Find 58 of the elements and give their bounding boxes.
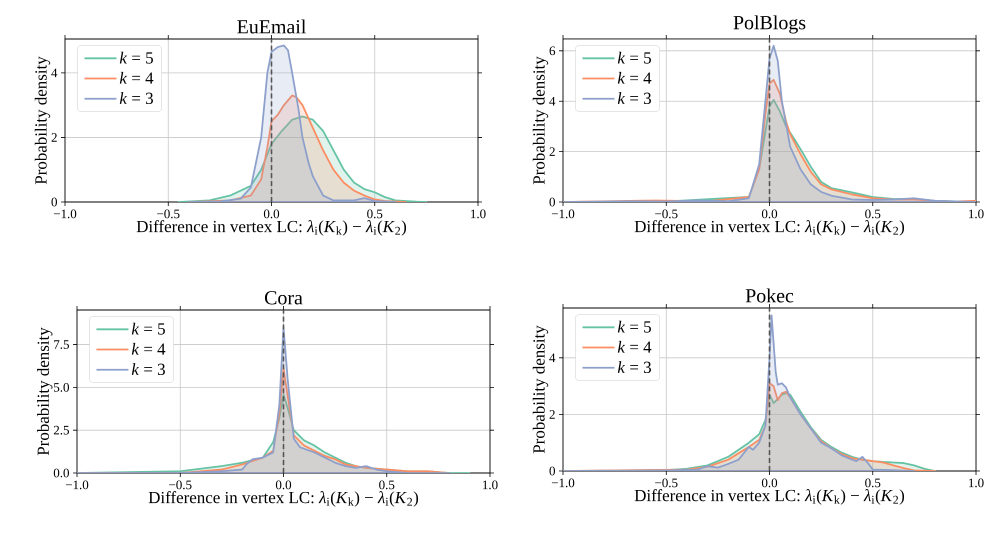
y-tick-label: 4: [549, 96, 556, 106]
y-tick-label: 5.0: [54, 382, 69, 392]
legend-label: k = 3: [618, 361, 651, 374]
legend-label: k = 3: [618, 92, 651, 104]
y-tick-label: 7.5: [54, 340, 69, 349]
x-tick-label: −0.5: [655, 210, 678, 218]
chart-title: Pokec: [746, 288, 794, 302]
x-tick-label: 1.0: [483, 480, 498, 490]
y-tick-label: 4: [51, 68, 58, 78]
x-tick-label: 0.5: [865, 210, 880, 218]
y-axis-title: Probability density: [37, 327, 52, 456]
legend-label: k = 4: [120, 72, 154, 84]
text: Difference in vertex LC: λ$_{i}$(K$_{k}$) − λ$_{i}$(K$_{2}$): [148, 491, 418, 507]
legend-label: k = 4: [132, 342, 166, 355]
x-tick-label: 0.5: [379, 480, 394, 490]
y-tick-label: 2.5: [54, 426, 69, 435]
legend-label: k = 5: [618, 320, 651, 333]
chart-title: Cora: [264, 291, 303, 304]
legend-label: k = 4: [618, 72, 652, 84]
y-tick-label: 0: [550, 466, 555, 476]
x-tick-label: −1.0: [552, 210, 574, 218]
y-tick-label: 2: [550, 410, 555, 419]
x-tick-label: −1.0: [66, 480, 88, 490]
x-tick-label: 0.5: [367, 210, 382, 218]
y-tick-label: 6: [550, 46, 556, 56]
y-tick-label: 2: [52, 133, 57, 142]
y-tick-label: 4: [549, 354, 556, 362]
y-tick-label: 0.0: [54, 468, 69, 478]
legend-label: k = 5: [618, 52, 651, 64]
x-tick-label: 0.0: [276, 480, 292, 490]
x-tick-label: 0.0: [762, 478, 778, 488]
x-tick-label: 0.5: [865, 478, 880, 488]
y-tick-label: 0: [52, 198, 57, 206]
x-tick-label: 0.0: [762, 210, 778, 218]
x-tick-label: 1.0: [969, 478, 984, 488]
text: Difference in vertex LC: λ$_{i}$(K$_{k}$) − λ$_{i}$(K$_{2}$): [136, 220, 406, 236]
legend-label: k = 4: [618, 340, 652, 353]
chart-title: PolBlogs: [734, 15, 806, 34]
x-tick-label: 1.0: [471, 210, 486, 218]
x-tick-label: −0.5: [655, 478, 678, 488]
legend-label: k = 3: [120, 92, 153, 104]
x-tick-label: −1.0: [54, 210, 76, 218]
legend-label: k = 5: [120, 52, 153, 64]
chart-title: EuEmail: [237, 19, 306, 34]
text: Difference in vertex LC: λ$_{i}$(K$_{k}$) − λ$_{i}$(K$_{2}$): [634, 489, 904, 505]
text: Difference in vertex LC: λ$_{i}$(K$_{k}$) − λ$_{i}$(K$_{2}$): [634, 220, 904, 236]
y-tick-label: 2: [550, 147, 555, 156]
y-tick-label: 0: [550, 198, 555, 206]
x-tick-label: −0.5: [157, 210, 180, 218]
y-axis-title: Probability density: [34, 56, 50, 184]
legend-label: k = 5: [132, 322, 165, 335]
x-tick-label: −1.0: [552, 478, 574, 488]
x-tick-label: 0.0: [264, 210, 280, 218]
x-tick-label: 1.0: [969, 210, 984, 218]
y-axis-title: Probability density: [532, 56, 548, 184]
y-axis-title: Probability density: [532, 325, 548, 454]
legend-label: k = 3: [132, 363, 165, 376]
x-tick-label: −0.5: [169, 480, 192, 490]
